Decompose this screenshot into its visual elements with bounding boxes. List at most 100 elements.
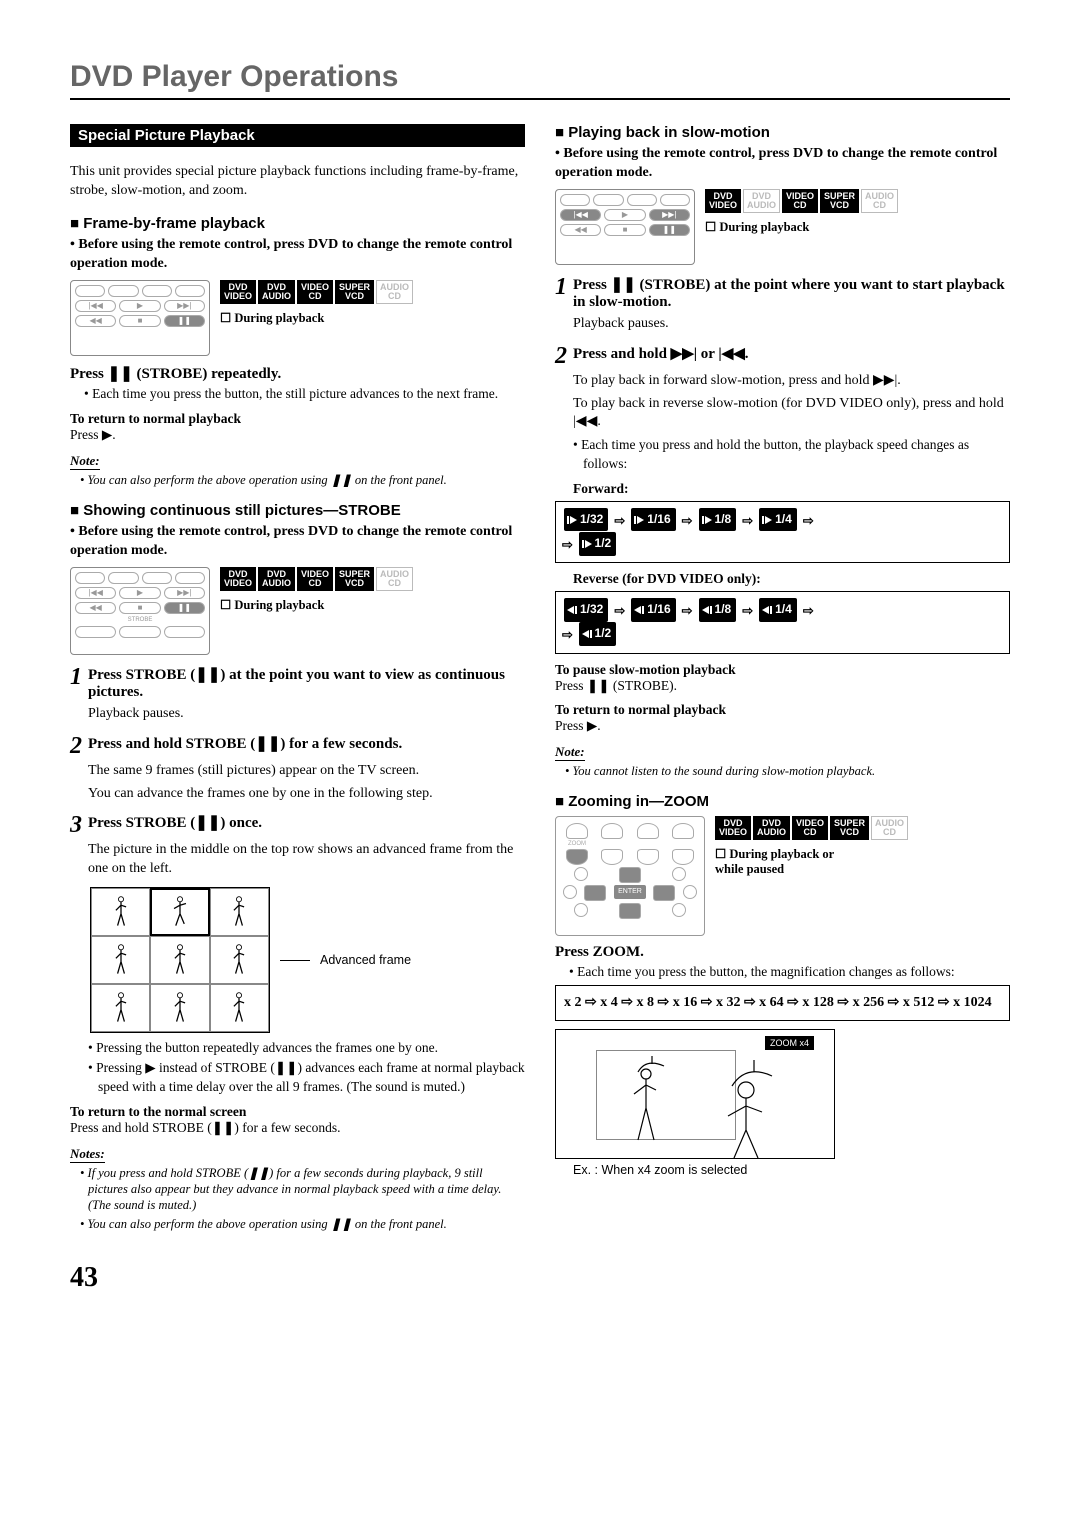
figure-icon xyxy=(171,895,189,929)
reverse-label: Reverse (for DVD VIDEO only): xyxy=(573,571,1010,587)
strobe-bullet2: • Pressing ▶ instead of STROBE (❚❚) adva… xyxy=(88,1059,525,1095)
note-label: Note: xyxy=(70,453,100,470)
slow-prereq: • Before using the remote control, press… xyxy=(555,145,1010,183)
strobe-bullet1: • Pressing the button repeatedly advance… xyxy=(88,1039,525,1057)
zoom-magnification-box: x 2 ⇨ x 4 ⇨ x 8 ⇨ x 16 ⇨ x 32 ⇨ x 64 ⇨ x… xyxy=(555,985,1010,1021)
forward-label: Forward: xyxy=(573,481,1010,497)
section-heading: Special Picture Playback xyxy=(70,124,525,147)
badge-dvd-video: DVDVIDEO xyxy=(715,816,751,840)
frame-note: • You can also perform the above operati… xyxy=(80,472,525,488)
zoom-press: Press ZOOM. xyxy=(555,944,1010,961)
page-number: 43 xyxy=(70,1262,1010,1294)
strobe-step3-body: The picture in the middle on the top row… xyxy=(88,841,525,879)
frame-bullet: • Each time you press the button, the st… xyxy=(84,385,525,403)
strobe-return-body: Press and hold STROBE (❚❚) for a few sec… xyxy=(70,1120,525,1136)
badge-dvd-video: DVDVIDEO xyxy=(705,189,741,213)
remote-icon: |◀◀▶▶▶| ◀◀■❚❚ STROBE xyxy=(70,567,210,655)
strobe-step2-body1: The same 9 frames (still pictures) appea… xyxy=(88,762,525,781)
zoom-figure: ZOOM x4 xyxy=(555,1029,835,1159)
zoom-body: • Each time you press the button, the ma… xyxy=(569,963,1010,981)
strobe-figure: Advanced frame xyxy=(90,887,525,1033)
page-title: DVD Player Operations xyxy=(70,60,1010,94)
frame-remote-row: |◀◀▶▶▶| ◀◀■❚❚ DVDVIDEO DVDAUDIO VIDEOCD … xyxy=(70,280,525,356)
during-playback-paused: ☐ During playback or while paused xyxy=(715,846,865,877)
columns: Special Picture Playback This unit provi… xyxy=(70,124,1010,1232)
badge-super-vcd: SUPERVCD xyxy=(830,816,869,840)
strobe-step3: 3Press STROBE (❚❚) once. xyxy=(70,813,525,837)
figure-caption: Advanced frame xyxy=(320,953,411,967)
strobe-note2: • You can also perform the above operati… xyxy=(80,1216,525,1232)
format-badges: DVDVIDEO DVDAUDIO VIDEOCD SUPERVCD AUDIO… xyxy=(705,189,898,213)
callout-line xyxy=(280,960,310,961)
badge-super-vcd: SUPERVCD xyxy=(335,280,374,304)
slow-heading: Playing back in slow-motion xyxy=(555,124,1010,141)
strobe-remote-row: |◀◀▶▶▶| ◀◀■❚❚ STROBE DVDVIDEO DVDAUDIO V… xyxy=(70,567,525,655)
remote-icon: |◀◀▶▶▶| ◀◀■❚❚ xyxy=(70,280,210,356)
slow-pause-head: To pause slow-motion playback xyxy=(555,662,1010,678)
badge-video-cd: VIDEOCD xyxy=(782,189,818,213)
strobe-step1-body: Playback pauses. xyxy=(88,705,525,724)
title-rule xyxy=(70,98,1010,100)
badge-dvd-audio: DVDAUDIO xyxy=(743,189,780,213)
slow-remote-row: |◀◀▶▶▶| ◀◀■❚❚ DVDVIDEO DVDAUDIO VIDEOCD … xyxy=(555,189,1010,265)
badge-audio-cd: AUDIOCD xyxy=(871,816,908,840)
badge-dvd-audio: DVDAUDIO xyxy=(258,280,295,304)
zoom-remote-row: ZOOM ENTER DVDVIDEO DVDAUDIO VIDEOCD SUP… xyxy=(555,816,1010,936)
format-badges: DVDVIDEO DVDAUDIO VIDEOCD SUPERVCD AUDIO… xyxy=(715,816,908,840)
badge-video-cd: VIDEOCD xyxy=(297,280,333,304)
format-badges: DVDVIDEO DVDAUDIO VIDEOCD SUPERVCD AUDIO… xyxy=(220,567,413,591)
frame-return-head: To return to normal playback xyxy=(70,411,525,427)
slow-return-head: To return to normal playback xyxy=(555,702,1010,718)
reverse-speed-box: 1/32⇨1/16⇨1/8⇨1/4⇨⇨ 1/2 xyxy=(555,591,1010,653)
remote-icon: |◀◀▶▶▶| ◀◀■❚❚ xyxy=(555,189,695,265)
strobe-step1-text: Press STROBE (❚❚) at the point you want … xyxy=(88,665,525,701)
slow-step1: 1Press ❚❚ (STROBE) at the point where yo… xyxy=(555,275,1010,311)
frame-prereq: • Before using the remote control, press… xyxy=(70,236,525,274)
left-column: Special Picture Playback This unit provi… xyxy=(70,124,525,1232)
badge-audio-cd: AUDIOCD xyxy=(861,189,898,213)
strobe-note1: • If you press and hold STROBE (❚❚) for … xyxy=(80,1165,525,1214)
zoom-heading: Zooming in—ZOOM xyxy=(555,793,1010,810)
right-column: Playing back in slow-motion • Before usi… xyxy=(555,124,1010,1232)
slow-step2: 2Press and hold ▶▶| or |◀◀. xyxy=(555,344,1010,368)
badge-audio-cd: AUDIOCD xyxy=(376,567,413,591)
slow-step2-text: Press and hold ▶▶| or |◀◀. xyxy=(573,344,749,363)
notes-label: Notes: xyxy=(70,1146,105,1163)
badge-video-cd: VIDEOCD xyxy=(297,567,333,591)
slow-step1-body: Playback pauses. xyxy=(573,315,1010,334)
frame-press: Press ❚❚ (STROBE) repeatedly. xyxy=(70,364,525,383)
slow-step2b: To play back in reverse slow-motion (for… xyxy=(573,395,1010,433)
slow-step2c: • Each time you press and hold the butto… xyxy=(573,436,1010,472)
badge-super-vcd: SUPERVCD xyxy=(820,189,859,213)
note-label: Note: xyxy=(555,744,585,761)
strobe-step3-text: Press STROBE (❚❚) once. xyxy=(88,813,262,832)
during-playback: ☐ During playback xyxy=(220,310,413,326)
slow-step1-text: Press ❚❚ (STROBE) at the point where you… xyxy=(573,275,1010,311)
figure-icon xyxy=(112,895,130,929)
badge-super-vcd: SUPERVCD xyxy=(335,567,374,591)
badge-video-cd: VIDEOCD xyxy=(792,816,828,840)
advanced-frame-cell xyxy=(150,888,209,936)
badge-dvd-audio: DVDAUDIO xyxy=(753,816,790,840)
frame-return-body: Press ▶. xyxy=(70,427,525,443)
strobe-step1: 1Press STROBE (❚❚) at the point you want… xyxy=(70,665,525,701)
strobe-return-head: To return to the normal screen xyxy=(70,1104,525,1120)
frame-heading: Frame-by-frame playback xyxy=(70,215,525,232)
slow-return-body: Press ▶. xyxy=(555,718,1010,734)
zoom-art-icon xyxy=(556,1030,835,1159)
slow-pause-body: Press ❚❚ (STROBE). xyxy=(555,678,1010,694)
badge-audio-cd: AUDIOCD xyxy=(376,280,413,304)
during-playback: ☐ During playback xyxy=(220,597,413,613)
badge-dvd-video: DVDVIDEO xyxy=(220,567,256,591)
strobe-prereq: • Before using the remote control, press… xyxy=(70,523,525,561)
zoom-caption: Ex. : When x4 zoom is selected xyxy=(573,1163,1010,1177)
slow-step2a: To play back in forward slow-motion, pre… xyxy=(573,372,1010,391)
strobe-step2-text: Press and hold STROBE (❚❚) for a few sec… xyxy=(88,734,402,753)
nav-remote-icon: ZOOM ENTER xyxy=(555,816,705,936)
strobe-step2: 2Press and hold STROBE (❚❚) for a few se… xyxy=(70,734,525,758)
strobe-heading: Showing continuous still pictures—STROBE xyxy=(70,502,525,519)
strobe-grid xyxy=(90,887,270,1033)
strobe-step2-body2: You can advance the frames one by one in… xyxy=(88,785,525,804)
format-badges: DVDVIDEO DVDAUDIO VIDEOCD SUPERVCD AUDIO… xyxy=(220,280,413,304)
intro-text: This unit provides special picture playb… xyxy=(70,163,525,201)
